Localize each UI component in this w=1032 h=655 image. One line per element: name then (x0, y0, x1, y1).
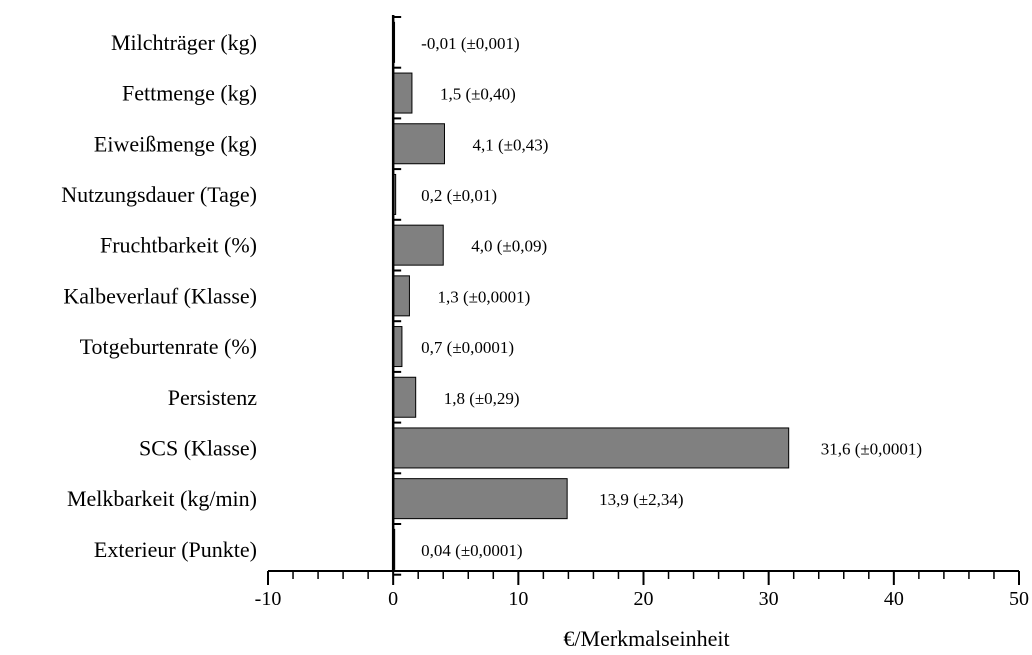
category-label: SCS (Klasse) (139, 435, 257, 460)
category-label: Kalbeverlauf (Klasse) (63, 283, 257, 308)
x-tick-label: 40 (884, 588, 904, 610)
data-label: 1,3 (±0,0001) (437, 287, 530, 306)
bar (392, 376, 417, 418)
category-label: Melkbarkeit (kg/min) (67, 486, 257, 511)
category-label: Exterieur (Punkte) (94, 537, 257, 562)
x-tick-label: 10 (508, 588, 528, 610)
bar (392, 478, 568, 520)
data-label: 31,6 (±0,0001) (821, 439, 922, 458)
category-label: Fettmenge (kg) (122, 81, 257, 106)
data-label: 4,1 (±0,43) (472, 135, 548, 154)
data-label: 0,04 (±0,0001) (421, 541, 522, 560)
category-label: Milchträger (kg) (111, 30, 257, 55)
bar (392, 224, 444, 266)
x-axis-title: €/Merkmalseinheit (563, 626, 729, 651)
bar (392, 72, 413, 114)
category-label: Persistenz (168, 385, 257, 410)
x-tick-label: 0 (388, 588, 398, 610)
category-label: Fruchtbarkeit (%) (100, 233, 257, 258)
category-label: Totgeburtenrate (%) (80, 334, 257, 359)
x-tick-label: 20 (634, 588, 654, 610)
data-label: 1,8 (±0,29) (444, 389, 520, 408)
x-tick-label: -10 (255, 588, 282, 610)
data-label: -0,01 (±0,001) (421, 34, 520, 53)
x-tick-label: 30 (759, 588, 779, 610)
bar (392, 123, 445, 165)
data-label: 0,7 (±0,0001) (421, 338, 514, 357)
category-label: Eiweißmenge (kg) (94, 131, 257, 156)
data-label: 0,2 (±0,01) (421, 186, 497, 205)
bar (392, 326, 403, 368)
data-label: 4,0 (±0,09) (471, 237, 547, 256)
data-label: 13,9 (±2,34) (599, 490, 683, 509)
data-label: 1,5 (±0,40) (440, 85, 516, 104)
category-label: Nutzungsdauer (Tage) (61, 182, 257, 207)
bar (392, 275, 410, 317)
bar (392, 427, 790, 469)
x-tick-label: 50 (1009, 588, 1029, 610)
